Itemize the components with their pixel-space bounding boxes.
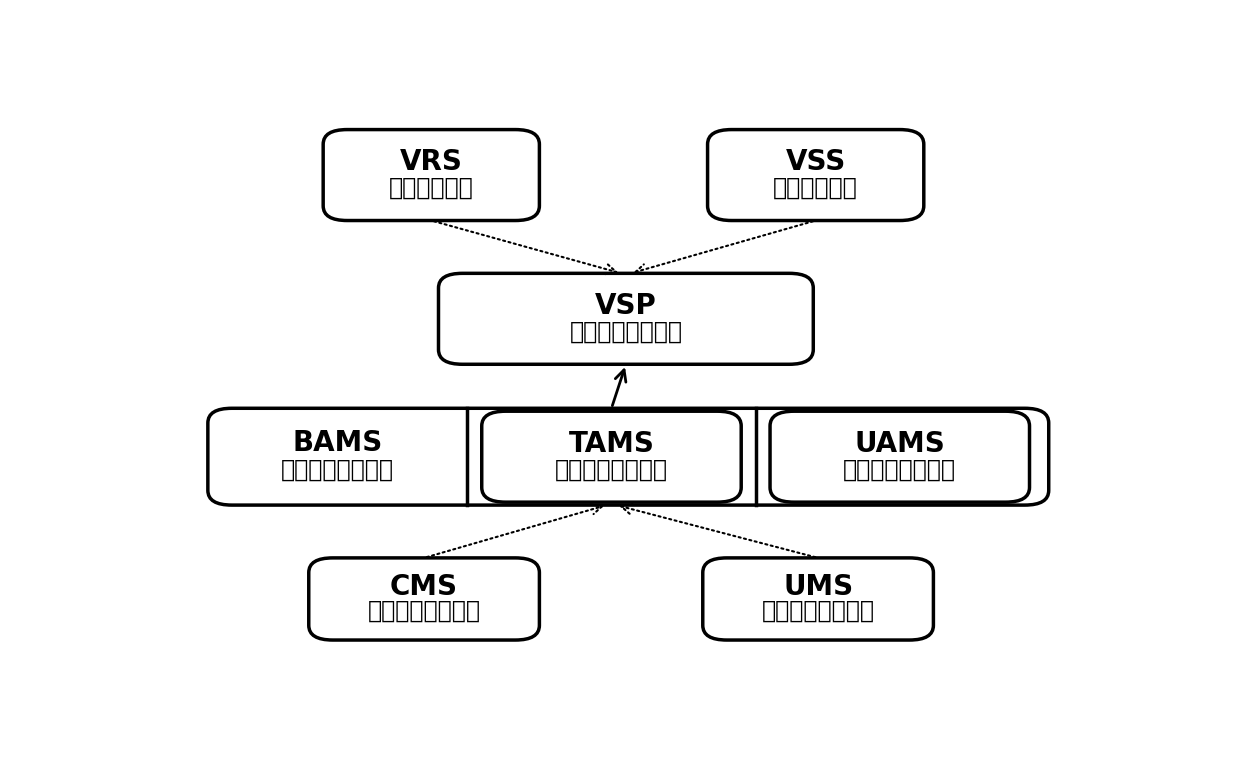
Text: 视频用户管理系统: 视频用户管理系统	[761, 598, 874, 623]
Text: 视频内容管理系统: 视频内容管理系统	[367, 598, 481, 623]
Text: UAMS: UAMS	[854, 430, 945, 458]
Text: 视频服务提供平台: 视频服务提供平台	[569, 319, 682, 344]
FancyBboxPatch shape	[708, 130, 924, 220]
Text: VRS: VRS	[399, 149, 463, 176]
Text: BAMS: BAMS	[293, 429, 383, 457]
Text: 用户分析挖掘系统: 用户分析挖掘系统	[843, 457, 956, 482]
Text: CMS: CMS	[391, 574, 458, 601]
FancyBboxPatch shape	[481, 411, 742, 502]
FancyBboxPatch shape	[439, 274, 813, 364]
FancyBboxPatch shape	[208, 408, 1049, 505]
Text: VSS: VSS	[786, 149, 846, 176]
Text: VSP: VSP	[595, 292, 657, 320]
Text: 行为分析挖掘系统: 行为分析挖掘系统	[281, 458, 394, 482]
Text: 标签分析挖掘系统: 标签分析挖掘系统	[556, 457, 668, 482]
Text: 视频推荐服务: 视频推荐服务	[389, 176, 474, 200]
Text: UMS: UMS	[782, 574, 853, 601]
Text: TAMS: TAMS	[568, 430, 655, 458]
Text: 视频搜索服务: 视频搜索服务	[774, 176, 858, 200]
FancyBboxPatch shape	[324, 130, 539, 220]
FancyBboxPatch shape	[703, 558, 934, 640]
FancyBboxPatch shape	[309, 558, 539, 640]
FancyBboxPatch shape	[770, 411, 1029, 502]
